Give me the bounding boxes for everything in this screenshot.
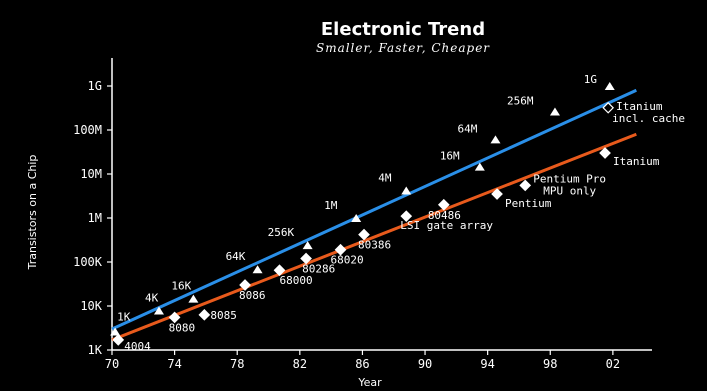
y-tick-label: 100M [73,123,102,137]
microprocessor-point [334,243,347,256]
chart-title: Electronic Trend [321,19,485,40]
x-tick-label: 94 [480,357,494,371]
x-axis-label: Year [357,376,382,389]
memory-point [153,306,164,315]
memory-point [188,294,199,303]
x-tick-label: 82 [293,357,307,371]
trend-lines [111,88,637,342]
x-tick-label: 70 [105,357,119,371]
y-tick-label: 1K [88,343,103,357]
microprocessor-point [599,147,611,159]
memory-point [252,265,263,274]
memory-point [604,81,615,90]
microprocessor-point-label: 80386 [358,239,391,252]
microprocessor-point-label: Pentium [505,197,552,210]
y-tick-label: 1M [88,211,102,225]
memory-point [549,107,560,116]
memory-point-label: 16M [440,150,460,163]
microprocessor-point-label: 68000 [279,274,312,287]
microprocessor-point [273,264,286,277]
x-tick-label: 90 [418,357,432,371]
memory-point-label: 256M [507,94,534,107]
microprocessor-trend-line [111,132,637,342]
y-tick-label: 10K [80,299,102,313]
point-labels: 1K 4K 16K 64K 256K 1M 4M 16M 64M 256M 1G 4004 8080 80… [117,73,685,353]
microprocessor-point-label: 68020 [331,254,364,267]
microprocessor-point-label: 8085 [210,309,237,322]
microprocessor-point [358,228,370,241]
microprocessor-point [437,198,450,211]
microprocessor-point [519,179,532,192]
memory-trend-line [111,88,637,331]
microprocessor-point-label: 4004 [124,340,151,353]
microprocessor-point-label: Itanium incl. cache [612,100,685,125]
x-tick-label: 02 [606,357,620,371]
memory-point [490,135,501,144]
x-tick-label: 86 [355,357,369,371]
y-tick-label: 10M [80,167,102,181]
microprocessor-point-label: 80486 [428,209,461,222]
memory-point-label: 256K [268,226,295,239]
y-tick-label: 100K [73,255,103,269]
microprocessor-point [168,311,181,324]
memory-point-label: 1M [324,199,338,212]
memory-point [351,213,362,222]
memory-point-label: 64M [457,122,477,135]
microprocessor-point [300,252,312,265]
microprocessor-point-label: 80286 [302,263,335,276]
microprocessor-point-label: LSI gate array [400,219,493,232]
memory-point [474,162,485,171]
microprocessor-point [112,334,125,346]
x-tick-label: 74 [167,357,181,371]
memory-point-label: 4K [145,291,159,304]
data-points [110,81,615,346]
axes: 70 74 78 82 86 90 94 98 02 1K 10K 100K 1M 10M 100M 1G [73,58,652,371]
x-tick-label: 78 [230,357,244,371]
x-tick-label: 98 [543,357,557,371]
memory-point [110,327,121,336]
microprocessor-point-label: 8086 [239,289,265,302]
memory-point-label: 16K [171,280,191,293]
microprocessor-point [602,101,615,114]
y-axis-label: Transistors on a Chip [26,155,39,271]
memory-point-label: 1K [117,310,131,323]
memory-point-label: 4M [378,172,392,185]
microprocessor-point [400,210,413,223]
chart-subtitle: Smaller, Faster, Cheaper [316,41,490,55]
y-tick-label: 1G [88,79,102,93]
microprocessor-point [491,188,503,200]
memory-point-label: 1G [584,73,597,86]
microprocessor-point [239,279,251,291]
microprocessor-point-label: Itanium [613,155,660,168]
microprocessor-point-label: Pentium Pro MPU only [533,172,606,197]
microprocessor-point-label: 8080 [169,321,196,334]
microprocessor-point [198,308,211,321]
memory-point [401,186,412,195]
memory-point [302,241,313,250]
memory-point-label: 64K [226,250,246,263]
